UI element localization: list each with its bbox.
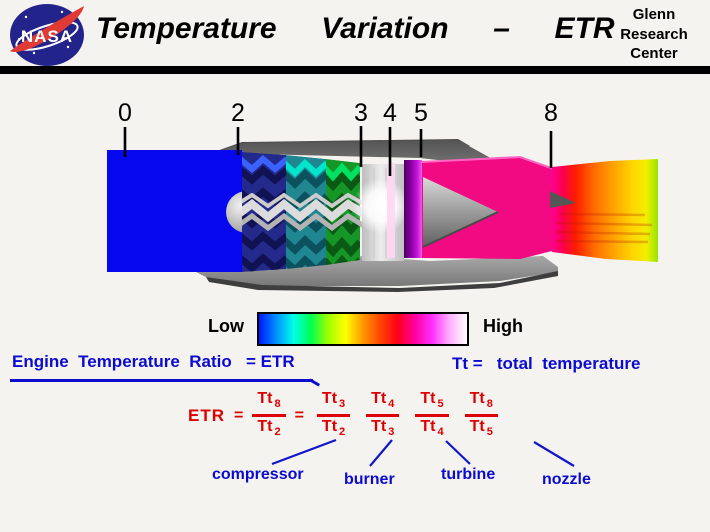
- label-turbine: turbine: [441, 466, 496, 483]
- station-label-3: 3: [354, 99, 368, 127]
- burner-exit-band: [387, 163, 395, 258]
- connector-turbine: [445, 440, 471, 465]
- station-label-5: 5: [414, 99, 428, 127]
- etr-heading-underline: [10, 379, 313, 382]
- etr-heading: Engine Temperature Ratio = ETR: [12, 352, 295, 371]
- nacelle-bottom-shadow: [206, 271, 558, 292]
- formula-equals-2: =: [294, 406, 304, 424]
- nasa-logo-orbit: [15, 21, 79, 51]
- nasa-logo-swoosh: [10, 6, 84, 53]
- station-label-4: 4: [383, 99, 397, 127]
- temperature-colorbar: [257, 312, 469, 346]
- connector-burner: [369, 439, 393, 467]
- formula-equals-1: =: [234, 406, 244, 424]
- etr-heading-underline-tail: [308, 378, 321, 387]
- nacelle-bottom: [184, 256, 558, 286]
- label-nozzle: nozzle: [542, 471, 591, 488]
- free-stream-region: [107, 150, 242, 272]
- exhaust-cone: [422, 177, 499, 248]
- org-line-1: Glenn: [632, 6, 676, 23]
- tt-definition: Tt = total temperature: [452, 354, 641, 373]
- nozzle-lip: [550, 191, 576, 208]
- connector-compressor: [271, 438, 337, 466]
- turbine-exit-band: [404, 160, 422, 258]
- compressor-shaft-streak: [242, 193, 362, 232]
- formula-etr-label: ETR: [188, 405, 225, 425]
- colorbar-high-label: High: [483, 316, 523, 336]
- nasa-logo-text: NASA: [21, 27, 73, 46]
- org-line-2: Research: [620, 25, 688, 43]
- org-name: Glenn Research Center: [603, 5, 705, 64]
- fraction-overall: Tt 8 Tt 2: [252, 390, 286, 441]
- burner-glow: [353, 178, 409, 234]
- nasa-logo: NASA: [10, 4, 84, 66]
- fraction-compressor: Tt 3 Tt 2: [316, 390, 351, 441]
- header-divider: [0, 66, 710, 74]
- station-label-8: 8: [544, 99, 558, 127]
- fraction-nozzle: Tt 8 Tt 5: [464, 390, 498, 441]
- station-label-2: 2: [231, 99, 245, 127]
- fraction-burner: Tt 4 Tt 3: [366, 390, 400, 441]
- org-line-3: Center: [630, 45, 678, 62]
- connector-nozzle: [533, 441, 575, 467]
- exhaust-top-highlight: [421, 155, 555, 170]
- fraction-turbine: Tt 5 Tt 4: [415, 390, 449, 441]
- label-compressor: compressor: [212, 466, 304, 483]
- engine-diagram: [107, 126, 658, 292]
- nozzle-plume: [552, 159, 658, 262]
- fraction-chain: Tt 3 Tt 2 Tt 4 Tt 3 Tt 5 Tt 4 Tt 8 Tt 5: [316, 390, 498, 441]
- colorbar-low-label: Low: [208, 316, 244, 336]
- page-title: Temperature Variation – ETR: [96, 12, 615, 45]
- label-burner: burner: [344, 471, 395, 488]
- station-label-0: 0: [118, 99, 132, 127]
- station-ticks: [123, 126, 553, 176]
- nacelle-top: [183, 140, 556, 203]
- etr-formula: ETR = Tt 8 Tt 2 = Tt 3 Tt 2 Tt 4 Tt 3 Tt 5 Tt 4 …: [188, 390, 498, 441]
